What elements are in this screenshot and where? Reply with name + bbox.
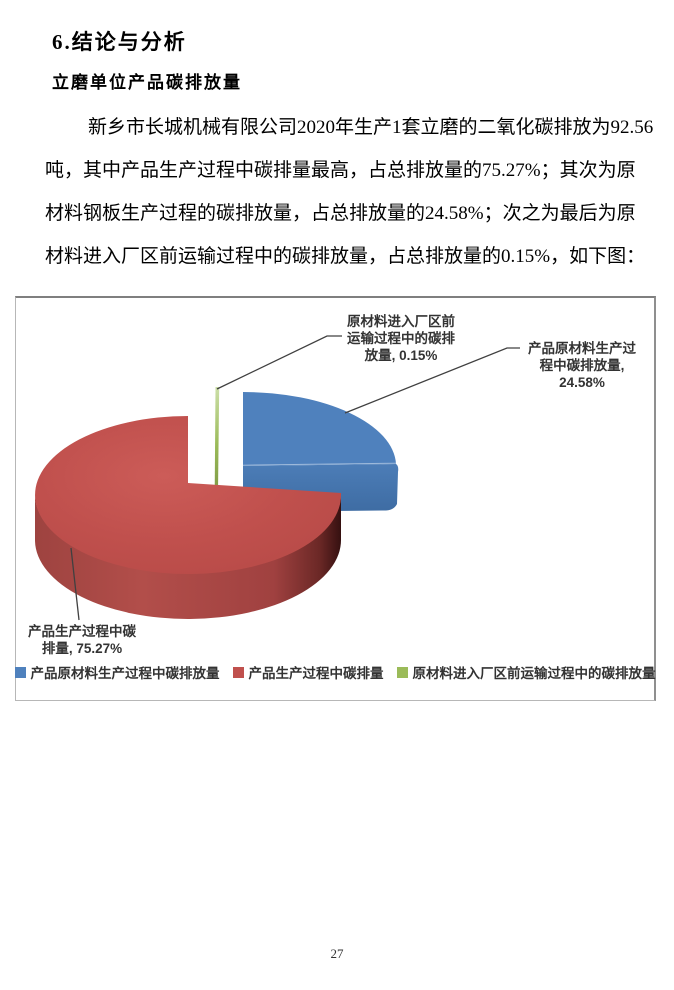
- chart-legend: 产品原材料生产过程中碳排放量 产品生产过程中碳排量 原材料进入厂区前运输过程中的…: [14, 662, 656, 682]
- data-label-line: 24.58%: [559, 375, 605, 390]
- data-label-line: 产品原材料生产过: [528, 341, 636, 356]
- pie-slice-blue-top: [243, 392, 396, 466]
- legend-item-green: 原材料进入厂区前运输过程中的碳排放量: [396, 662, 656, 682]
- legend-swatch-red-icon: [232, 666, 244, 678]
- data-label-line: 程中碳排放量,: [539, 358, 625, 373]
- legend-item-red: 产品生产过程中碳排量: [232, 662, 384, 682]
- leader-line-blue: [344, 347, 520, 414]
- legend-swatch-blue-icon: [14, 666, 26, 678]
- section-heading: 6.结论与分析: [52, 30, 187, 54]
- pie-slice-green-sliver: [214, 387, 220, 492]
- legend-label: 产品原材料生产过程中碳排放量: [30, 666, 220, 681]
- data-label-line: 排量, 75.27%: [41, 641, 123, 656]
- paragraph-line: 材料进入厂区前运输过程中的碳排放量，占总排放量的0.15%，如下图：: [45, 246, 646, 267]
- paragraph-line: 材料钢板生产过程的碳排放量，占总排放量的24.58%；次之为最后为原: [45, 203, 636, 224]
- legend-item-blue: 产品原材料生产过程中碳排放量: [14, 662, 220, 682]
- pie-slice-red-top: [35, 416, 342, 574]
- data-label-green: 原材料进入厂区前 运输过程中的碳排 放量, 0.15%: [306, 313, 496, 364]
- sub-heading: 立磨单位产品碳排放量: [52, 73, 242, 92]
- pie-chart-figure: 原材料进入厂区前 运输过程中的碳排 放量, 0.15% 产品原材料生产过 程中碳…: [12, 296, 656, 701]
- data-label-line: 原材料进入厂区前: [347, 314, 455, 329]
- data-label-blue: 产品原材料生产过 程中碳排放量, 24.58%: [487, 340, 674, 391]
- leader-line-red: [70, 547, 80, 621]
- pie-slice-red-side: [35, 493, 342, 620]
- leader-line-green: [216, 335, 342, 390]
- page-number: 27: [330, 946, 344, 961]
- data-label-line: 产品生产过程中碳: [28, 624, 136, 639]
- legend-swatch-green-icon: [396, 666, 408, 678]
- data-label-red: 产品生产过程中碳 排量, 75.27%: [12, 623, 152, 657]
- data-label-line: 放量, 0.15%: [364, 348, 438, 363]
- pie-chart-canvas: [35, 335, 520, 621]
- legend-label: 原材料进入厂区前运输过程中的碳排放量: [412, 666, 656, 681]
- paragraph-line: 新乡市长城机械有限公司2020年生产1套立磨的二氧化碳排放为92.56: [88, 117, 654, 138]
- paragraph-line: 吨，其中产品生产过程中碳排量最高，占总排放量的75.27%；其次为原: [45, 160, 636, 181]
- pie-slice-blue-seam: [242, 462, 397, 466]
- body-paragraph: 新乡市长城机械有限公司2020年生产1套立磨的二氧化碳排放为92.56 吨，其中…: [45, 106, 654, 278]
- data-label-line: 运输过程中的碳排: [347, 331, 455, 346]
- legend-label: 产品生产过程中碳排量: [248, 666, 384, 681]
